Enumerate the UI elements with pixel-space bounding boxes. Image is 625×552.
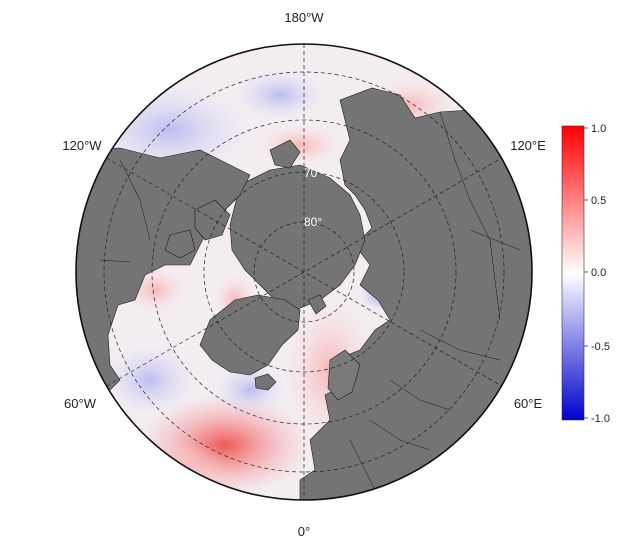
lat-circle-50 [103, 71, 505, 473]
borders [99, 111, 521, 500]
meridian-60w-120e [106, 157, 502, 387]
lon-label-60w: 60°W [64, 396, 97, 411]
lat-label-70: 70° [304, 166, 322, 180]
lat-circle-80 [253, 221, 355, 323]
colorbar: 1.0 0.5 0.0 -0.5 -1.0 [561, 123, 610, 425]
land-archipelago [194, 199, 231, 241]
map-boundary [75, 43, 533, 501]
lon-label-0: 0° [298, 524, 310, 539]
graticule [103, 44, 505, 500]
colorbar-tick: 1.0 [591, 123, 606, 135]
lon-label-120e: 120°E [510, 138, 546, 153]
colorbar-tick: 0.5 [591, 195, 606, 207]
lon-label-60e: 60°E [514, 396, 543, 411]
lon-label-180w: 180°W [284, 10, 324, 25]
land-greenland [199, 294, 301, 376]
lat-label-80: 80° [304, 215, 322, 229]
colorbar-gradient [561, 125, 585, 421]
land-iceland [254, 373, 277, 391]
meridian-120w-60e [106, 157, 502, 387]
land-polar-cap [229, 164, 366, 311]
land-svalbard [307, 294, 327, 315]
colorbar-tick: 0.0 [591, 267, 606, 279]
colorbar-tick: -1.0 [591, 413, 610, 425]
land [76, 87, 532, 500]
colorbar-tick: -0.5 [591, 341, 610, 353]
lon-label-120w: 120°W [62, 138, 102, 153]
